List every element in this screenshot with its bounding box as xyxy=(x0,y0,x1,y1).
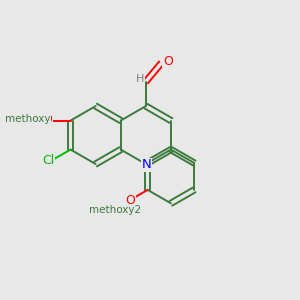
Text: Cl: Cl xyxy=(42,154,54,167)
Text: O: O xyxy=(163,55,173,68)
Text: O: O xyxy=(43,112,52,126)
Text: methoxy: methoxy xyxy=(5,114,51,124)
Text: methoxy2: methoxy2 xyxy=(89,205,141,214)
Text: O: O xyxy=(126,194,135,207)
Text: H: H xyxy=(136,74,144,85)
Text: N: N xyxy=(142,158,151,171)
